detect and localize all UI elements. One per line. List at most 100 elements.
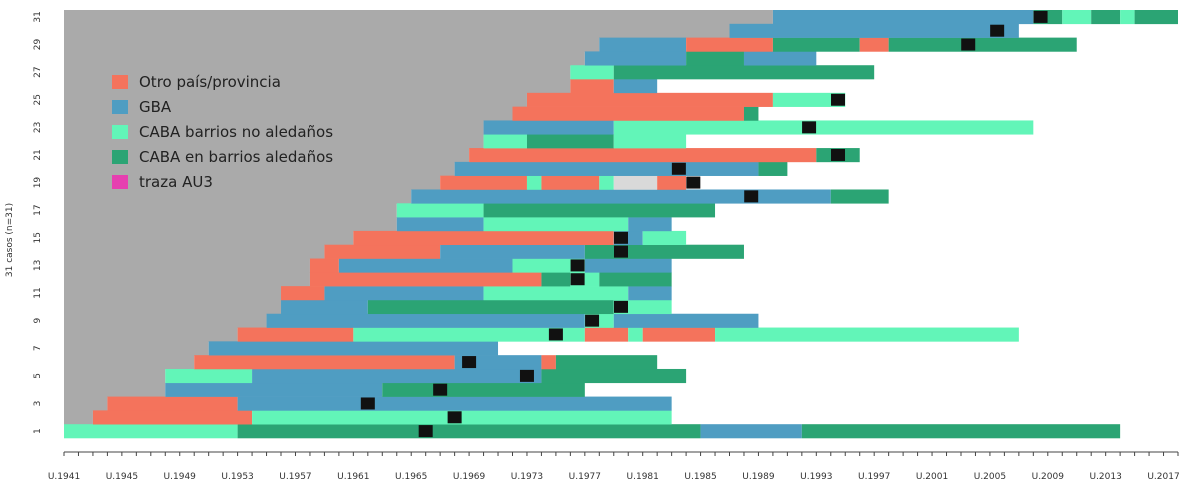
x-tick-label: U.1961 <box>337 472 369 482</box>
marker-case-25-0 <box>831 93 846 106</box>
y-tick-label: 11 <box>33 287 43 298</box>
marker-case-30-0 <box>990 24 1005 37</box>
segment-case-12-0-otro <box>309 272 542 287</box>
background-row-4 <box>64 382 166 398</box>
legend-swatch-otro <box>112 75 128 89</box>
legend-label-caba_no_aled: CABA barrios no aledaños <box>139 123 333 141</box>
segment-case-8-2-otro <box>584 327 629 342</box>
marker-case-9-0 <box>585 314 600 327</box>
x-tick-label: U.1977 <box>569 472 601 482</box>
segment-case-6-3-caba_aled <box>555 355 658 370</box>
background-row-14 <box>64 244 325 260</box>
segment-case-17-1-caba_aled <box>483 203 716 218</box>
x-tick-label: U.2001 <box>916 472 948 482</box>
background-row-11 <box>64 286 282 301</box>
marker-case-19-0 <box>686 176 701 189</box>
segment-case-27-0-caba_no_aled <box>570 65 614 80</box>
y-tick-label: 19 <box>33 177 43 189</box>
marker-case-8-0 <box>548 328 563 341</box>
segment-case-29-4-caba_aled <box>888 37 1077 52</box>
y-tick-label: 31 <box>33 11 43 22</box>
segment-case-9-2-gba <box>613 313 759 328</box>
y-tick-label: 21 <box>33 149 43 160</box>
segment-case-1-1-caba_aled <box>237 424 701 439</box>
segment-case-8-1-caba_no_aled <box>353 327 585 342</box>
background-row-12 <box>64 272 310 287</box>
marker-case-18-0 <box>744 190 759 203</box>
segment-case-1-3-caba_aled <box>801 424 1121 439</box>
background-row-6 <box>64 355 195 370</box>
segment-case-14-1-gba <box>440 244 585 259</box>
segment-case-9-0-gba <box>266 313 585 328</box>
segment-case-21-0-otro <box>469 148 817 163</box>
segment-case-16-1-caba_no_aled <box>483 217 629 232</box>
y-tick-label: 13 <box>33 260 43 271</box>
segment-case-28-2-gba <box>743 51 817 66</box>
x-tick-label: U.2017 <box>1147 472 1179 482</box>
segment-case-25-1-caba_no_aled <box>772 92 846 107</box>
segment-case-2-1-caba_no_aled <box>252 410 672 425</box>
background-row-19 <box>64 175 441 190</box>
segment-case-29-2-caba_aled <box>772 37 860 52</box>
segment-case-28-1-caba_aled <box>686 51 744 66</box>
segment-case-22-1-caba_aled <box>526 134 614 149</box>
segment-case-19-0-otro <box>440 175 527 190</box>
segment-case-1-2-gba <box>700 424 802 439</box>
segment-case-24-0-otro <box>512 106 744 121</box>
segment-case-31-2-caba_no_aled <box>1062 10 1092 25</box>
segment-case-15-2-caba_no_aled <box>642 230 687 246</box>
segment-case-26-0-otro <box>570 79 614 94</box>
segment-case-13-1-gba <box>338 258 513 273</box>
marker-case-12-0 <box>570 273 585 286</box>
segment-case-12-3-caba_aled <box>599 272 672 287</box>
segment-case-31-0-gba <box>772 10 1034 25</box>
background-row-5 <box>64 368 166 384</box>
segment-case-19-3-caba_no_aled <box>599 175 614 190</box>
segment-case-13-3-gba <box>584 258 672 273</box>
x-tick-label: U.1949 <box>164 472 197 482</box>
segment-case-11-1-gba <box>324 286 484 301</box>
segment-case-26-1-gba <box>613 79 658 94</box>
segment-case-10-1-caba_aled <box>367 299 614 315</box>
background-row-30 <box>64 23 730 39</box>
segment-case-19-1-caba_no_aled <box>526 175 542 190</box>
background-row-15 <box>64 230 354 246</box>
y-tick-label: 7 <box>33 345 43 351</box>
legend-swatch-caba_no_aled <box>112 125 128 139</box>
legend-swatch-caba_aled <box>112 150 128 164</box>
background-row-29 <box>64 37 600 52</box>
background-row-13 <box>64 258 310 273</box>
segment-case-25-0-otro <box>526 92 773 107</box>
y-axis-title: 31 casos (n=31) <box>5 203 15 277</box>
marker-case-20-0 <box>671 162 686 175</box>
segment-case-3-0-otro <box>107 396 238 411</box>
background-row-3 <box>64 396 108 411</box>
segment-case-13-0-otro <box>309 258 339 273</box>
segment-case-11-0-otro <box>281 286 325 301</box>
segment-case-12-1-caba_aled <box>541 272 571 287</box>
x-tick-label: U.1953 <box>221 472 253 482</box>
background-row-2 <box>64 410 93 425</box>
legend-swatch-traza <box>112 175 128 189</box>
segment-case-6-0-otro <box>194 355 455 370</box>
background-row-23 <box>64 120 484 135</box>
background-row-27 <box>64 65 571 80</box>
segment-case-27-1-caba_aled <box>613 65 875 80</box>
segment-case-17-0-caba_no_aled <box>396 203 484 218</box>
segment-case-2-0-otro <box>92 410 253 425</box>
background-row-24 <box>64 106 513 121</box>
y-tick-label: 15 <box>33 232 43 243</box>
x-tick-label: U.2009 <box>1032 472 1065 482</box>
segment-case-20-0-gba <box>454 161 759 176</box>
segment-case-8-3-caba_no_aled <box>628 327 643 342</box>
x-tick-label: U.1957 <box>279 472 311 482</box>
marker-case-15-0 <box>614 231 628 244</box>
background-row-20 <box>64 161 455 177</box>
segment-case-6-1-gba <box>454 355 542 370</box>
x-tick-label: U.1989 <box>742 472 775 482</box>
y-tick-label: 3 <box>33 401 43 407</box>
segment-case-1-0-caba_no_aled <box>64 424 238 439</box>
segment-case-28-0-gba <box>584 51 687 66</box>
